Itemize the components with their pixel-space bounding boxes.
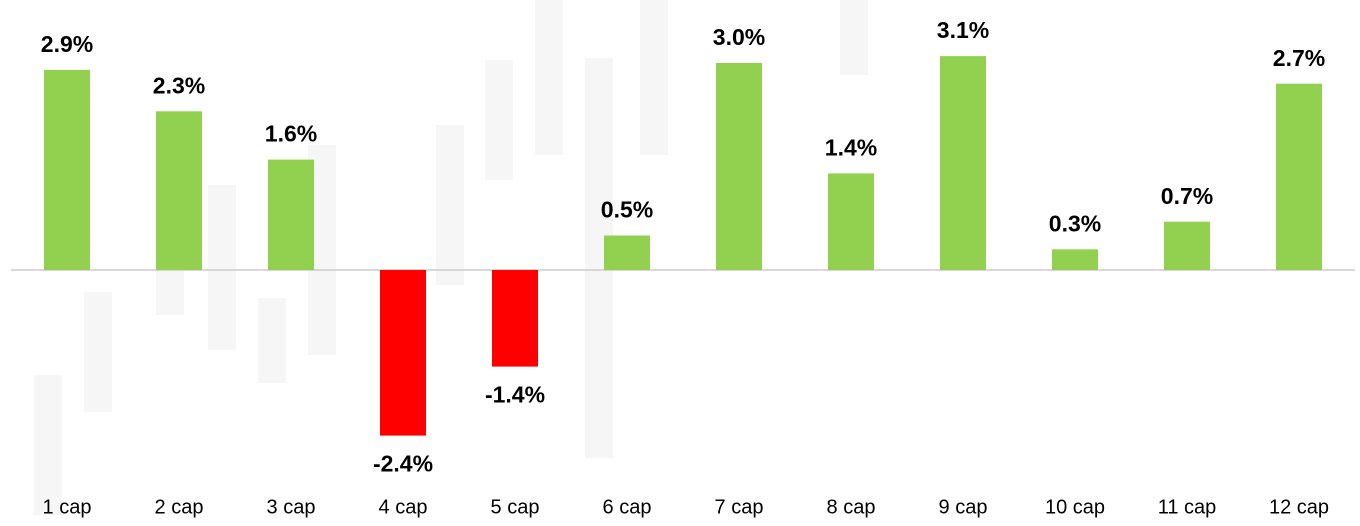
bar bbox=[1276, 84, 1322, 270]
bar bbox=[44, 70, 90, 270]
value-label: 1.6% bbox=[265, 121, 317, 147]
value-label: -1.4% bbox=[485, 382, 545, 408]
x-tick-label: 2 cap bbox=[155, 496, 204, 518]
x-tick-label: 11 cap bbox=[1158, 496, 1217, 518]
x-tick-label: 6 cap bbox=[603, 496, 652, 518]
bar bbox=[268, 160, 314, 270]
x-tick-label: 3 cap bbox=[267, 496, 316, 518]
value-label: 3.0% bbox=[713, 24, 765, 50]
value-label: -2.4% bbox=[373, 451, 433, 477]
value-label: 1.4% bbox=[825, 134, 877, 160]
value-label: 0.7% bbox=[1161, 183, 1213, 209]
bar bbox=[1052, 249, 1098, 270]
value-label: 2.7% bbox=[1273, 45, 1325, 71]
x-tick-label: 5 cap bbox=[491, 496, 540, 518]
x-tick-label: 1 cap bbox=[43, 496, 92, 518]
bar bbox=[1164, 222, 1210, 270]
value-label: 2.3% bbox=[153, 72, 205, 98]
value-label: 0.5% bbox=[601, 197, 653, 223]
bar bbox=[380, 270, 426, 436]
bar bbox=[492, 270, 538, 367]
value-label: 3.1% bbox=[937, 17, 989, 43]
bar bbox=[716, 63, 762, 270]
value-label: 2.9% bbox=[41, 31, 93, 57]
bar bbox=[604, 236, 650, 271]
value-label: 0.3% bbox=[1049, 210, 1101, 236]
x-tick-label: 9 cap bbox=[939, 496, 988, 518]
page: 1 cap 2.9% 2 cap 2.3% 3 cap 1.6% 4 cap -2.4% 5 c… bbox=[0, 0, 1360, 526]
x-tick-label: 12 cap bbox=[1269, 496, 1329, 518]
x-tick-label: 10 cap bbox=[1045, 496, 1105, 518]
x-tick-label: 8 cap bbox=[827, 496, 876, 518]
chart: 1 cap 2.9% 2 cap 2.3% 3 cap 1.6% 4 cap -2.4% 5 c… bbox=[0, 0, 1360, 526]
bar bbox=[940, 56, 986, 270]
bar bbox=[156, 111, 202, 270]
bar bbox=[828, 173, 874, 270]
x-tick-label: 7 cap bbox=[715, 496, 764, 518]
x-tick-label: 4 cap bbox=[379, 496, 428, 518]
